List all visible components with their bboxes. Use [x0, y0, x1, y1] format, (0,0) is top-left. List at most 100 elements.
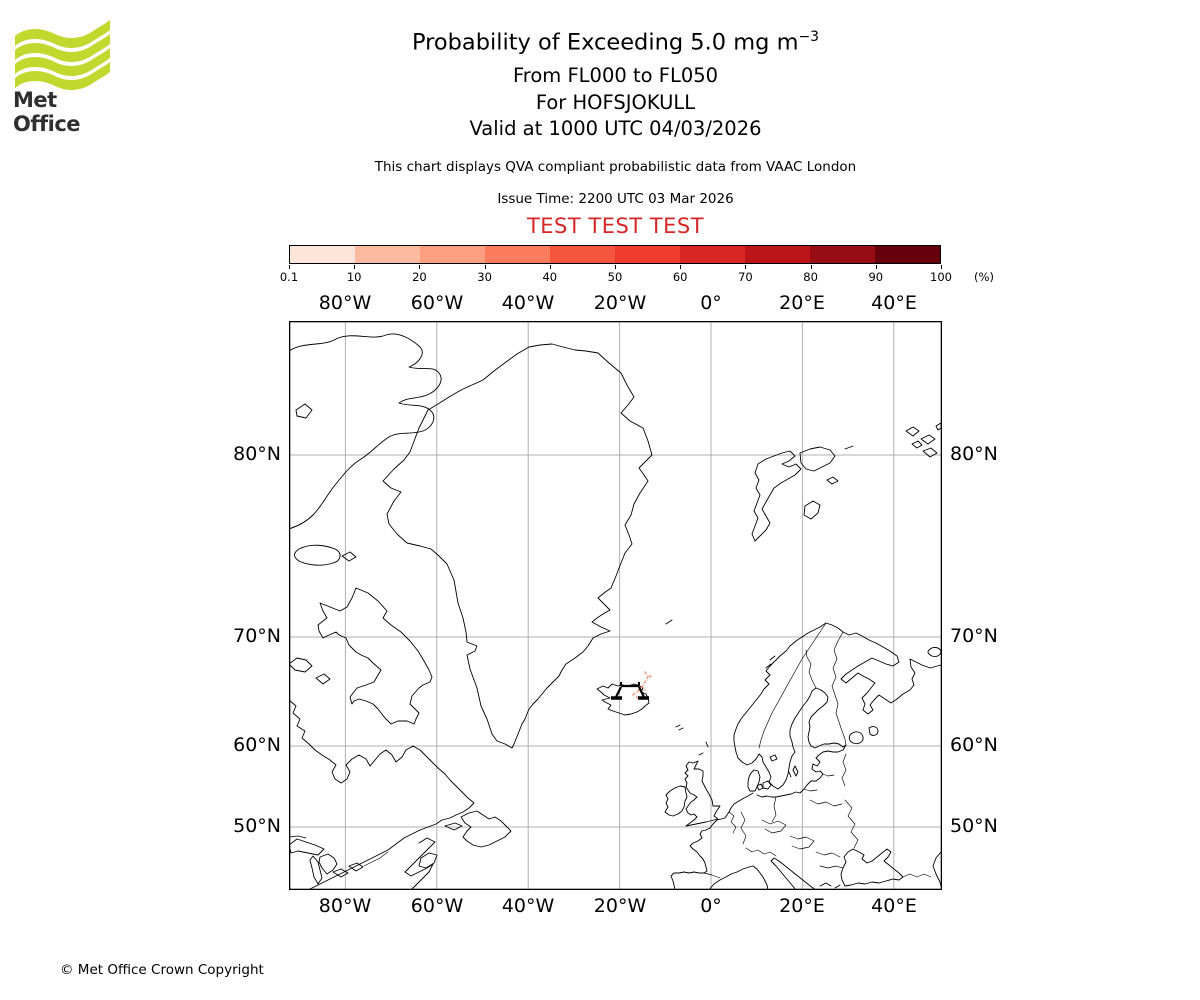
- page-title-exponent: −3: [798, 29, 820, 45]
- lake-onega: [868, 726, 879, 736]
- coastline-denmark: [747, 769, 772, 792]
- border-finland-russia: [831, 631, 847, 746]
- qva-note: This chart displays QVA compliant probab…: [374, 159, 857, 175]
- coastline-coats-island: [315, 673, 331, 685]
- colorbar-tick: [289, 265, 290, 269]
- coastline-fennoscandia: [733, 622, 942, 798]
- lake-michigan: [309, 855, 323, 885]
- axis-label-right: 60°N: [950, 734, 998, 756]
- coastline-greenland: [382, 343, 653, 749]
- lake-ontario: [348, 862, 364, 872]
- coastline-ellesmere-island: [289, 333, 442, 530]
- axis-label-left: 80°N: [233, 443, 281, 465]
- lake-huron: [318, 853, 338, 875]
- axis-label-bottom: 40°W: [501, 895, 555, 917]
- axis-label-bottom: 20°W: [593, 895, 647, 917]
- coastline-axel-heiberg: [295, 403, 313, 419]
- test-banner: TEST TEST TEST: [526, 214, 705, 238]
- coastlines: [289, 333, 942, 890]
- colorbar-tick: [745, 265, 747, 269]
- border-caucasus: [902, 873, 932, 878]
- lake-ladoga: [848, 731, 864, 745]
- border-poland: [771, 796, 777, 823]
- coastline-quebec-labrador: [289, 699, 475, 890]
- coastline-southampton-island: [289, 657, 313, 673]
- axis-label-left: 50°N: [233, 815, 281, 837]
- colorbar-tick-label: 70: [738, 270, 753, 284]
- border-ukraine-russia: [844, 799, 859, 849]
- colorbar-tick-label: 10: [346, 270, 362, 284]
- volcano-marker-icon: [611, 682, 649, 700]
- axis-label-top: 80°W: [318, 292, 372, 314]
- coastline-caspian: [932, 851, 942, 887]
- coastline-franz-josef-land: [905, 422, 942, 458]
- border-france-germany: [740, 811, 747, 845]
- colorbar-segment: [680, 246, 745, 263]
- axis-label-top: 20°E: [779, 292, 825, 314]
- coastline-gotland: [788, 765, 799, 778]
- colorbar-tick: [941, 265, 942, 269]
- border-usa-canada: [289, 835, 389, 867]
- colorbar-segment: [290, 246, 355, 263]
- coastline-black-sea: [840, 848, 904, 887]
- border-belarus-ukraine: [809, 799, 843, 807]
- subtitle-volcano: For HOFSJOKULL: [535, 91, 696, 114]
- axis-label-top: 40°E: [871, 292, 917, 314]
- colorbar-tick: [875, 265, 877, 269]
- coastline-svalbard-edgeoya: [803, 500, 821, 520]
- colorbar-segment: [355, 246, 420, 263]
- colorbar-unit-label: (%): [974, 270, 994, 284]
- colorbar-tick: [810, 265, 812, 269]
- axis-label-top: 40°W: [501, 292, 555, 314]
- coastline-lofoten: [765, 655, 776, 669]
- colorbar-segment: [875, 246, 940, 263]
- copyright-notice: © Met Office Crown Copyright: [60, 962, 264, 978]
- metoffice-waves-icon: [15, 20, 110, 90]
- colorbar: [289, 245, 941, 264]
- page-title: Probability of Exceeding 5.0 mg m−3: [289, 29, 942, 56]
- coastline-west-europe: [670, 792, 754, 890]
- axis-label-left: 70°N: [233, 625, 281, 647]
- probability-contour: [632, 671, 652, 699]
- border-hungary-balkans: [789, 835, 815, 850]
- graticule: [289, 321, 942, 890]
- colorbar-segment: [615, 246, 680, 263]
- colorbar-tick-label: 50: [607, 270, 623, 284]
- border-czech-austria: [761, 819, 787, 834]
- border-romania-bulgaria: [815, 851, 844, 869]
- coastline-shetland: [705, 741, 709, 748]
- coastline-st-lawrence: [404, 837, 436, 890]
- subtitle-valid-time: Valid at 1000 UTC 04/03/2026: [469, 117, 762, 140]
- border-france-spain: [703, 872, 721, 879]
- subtitle-flight-levels: From FL000 to FL050: [512, 64, 719, 87]
- coastline-svalbard-spitsbergen: [751, 450, 802, 542]
- metoffice-logo: [15, 20, 110, 90]
- coastline-iceland: [596, 683, 650, 716]
- colorbar-tick-label: 40: [542, 270, 558, 284]
- coastline-devon-island: [294, 544, 341, 566]
- axis-label-top: 20°W: [593, 292, 647, 314]
- axis-label-bottom: 60°W: [410, 895, 464, 917]
- axis-label-right: 80°N: [950, 443, 998, 465]
- coastline-svalbard-small: [826, 445, 854, 485]
- coastline-baffin-island: [317, 587, 433, 725]
- colorbar-tick-label: 90: [868, 270, 884, 284]
- map: [289, 321, 942, 890]
- colorbar-tick: [549, 265, 551, 269]
- metoffice-logo-text: Met Office: [13, 88, 81, 136]
- lake-erie: [332, 868, 349, 878]
- axis-label-right: 50°N: [950, 815, 998, 837]
- axis-label-bottom: 0°: [700, 895, 722, 917]
- colorbar-segment: [550, 246, 615, 263]
- coastline-aegean: [819, 882, 841, 889]
- coastline-ireland: [664, 785, 688, 817]
- coastline-kolguyev: [927, 647, 942, 658]
- coastline-adriatic: [770, 857, 817, 890]
- border-alps-italy: [745, 847, 777, 857]
- coastline-jan-mayen: [665, 619, 673, 625]
- axis-label-bottom: 40°E: [871, 895, 917, 917]
- colorbar-tick-label: 100: [930, 270, 952, 284]
- axis-label-bottom: 80°W: [318, 895, 372, 917]
- issue-time: Issue Time: 2200 UTC 03 Mar 2026: [497, 191, 734, 207]
